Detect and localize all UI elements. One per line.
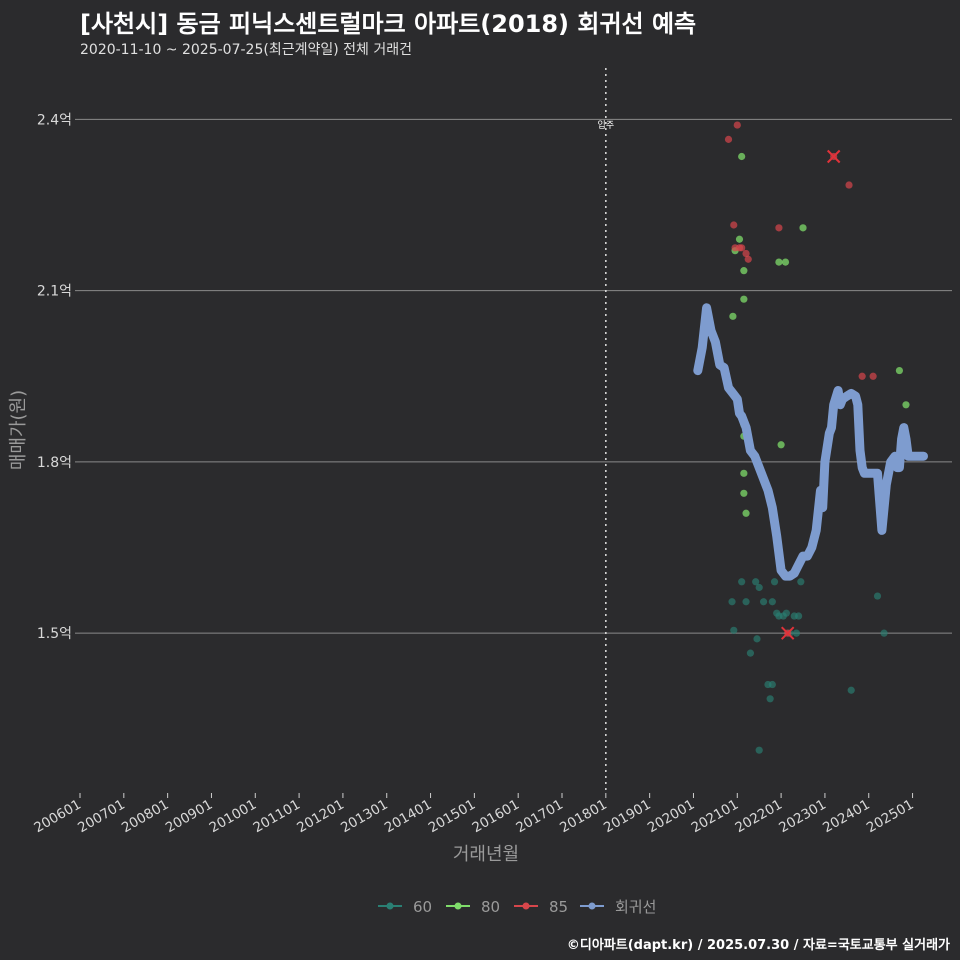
x-tick-label: 202201 [732, 797, 785, 837]
legend-label: 80 [481, 898, 500, 916]
point-80 [799, 224, 807, 232]
point-85 [733, 121, 741, 129]
point-80 [777, 441, 785, 449]
point-80 [902, 401, 910, 409]
point-80 [738, 152, 746, 161]
point-80 [729, 312, 737, 320]
point-60 [873, 592, 882, 600]
source-credit: ©디아파트(dapt.kr) / 2025.07.30 / 자료=국토교통부 실… [566, 938, 950, 953]
x-tick-label: 201401 [382, 797, 435, 837]
point-60 [728, 598, 736, 606]
x-tick-label: 202301 [776, 797, 829, 837]
point-85 [869, 372, 877, 380]
y-tick-label: 1.8억 [37, 455, 72, 471]
point-85 [845, 181, 853, 189]
x-tick-label: 202001 [645, 797, 698, 837]
point-60 [759, 598, 768, 606]
legend-item-60: 60 [378, 898, 432, 916]
x-tick-label: 202501 [864, 797, 917, 837]
point-80 [740, 489, 748, 497]
move-in-label: 입주 [598, 119, 615, 131]
x-tick-label: 201901 [601, 797, 654, 837]
x-tick-label: 201101 [250, 797, 303, 837]
legend-item-80: 80 [446, 898, 500, 916]
point-80 [742, 509, 750, 517]
y-axis-title: 매매가(원) [8, 390, 29, 470]
legend-dot [386, 902, 394, 910]
y-tick-label: 2.1억 [37, 284, 72, 300]
x-tick-label: 201201 [294, 797, 347, 837]
x-tick-label: 200901 [163, 797, 216, 837]
chart-title: [사천시] 동금 피닉스센트럴마크 아파트(2018) 회귀선 예측 [80, 10, 697, 38]
point-60 [792, 629, 801, 637]
point-80 [740, 267, 748, 275]
point-85 [775, 224, 783, 232]
x-tick-label: 200801 [119, 797, 172, 837]
x-tick-label: 201501 [426, 797, 479, 837]
point-60 [847, 686, 855, 694]
highlight-stroke [780, 626, 795, 640]
legend-label: 60 [413, 898, 432, 916]
point-80 [775, 258, 783, 266]
point-85 [744, 255, 752, 263]
point-85 [730, 221, 738, 229]
point-60 [746, 649, 755, 657]
chart-subtitle: 2020-11-10 ~ 2025-07-25(최근계약일) 전체 거래건 [80, 42, 412, 58]
x-tick-label: 201801 [557, 797, 610, 837]
y-tick-label: 1.5억 [37, 626, 72, 642]
point-60 [766, 695, 774, 703]
x-tick-label: 200701 [75, 797, 128, 837]
highlight-marker [780, 626, 795, 640]
series-60 [728, 578, 888, 754]
highlight-stroke [826, 149, 841, 164]
y-tick-label: 2.4억 [37, 112, 72, 128]
x-tick-label: 202401 [820, 797, 873, 837]
x-axis-title: 거래년월 [453, 844, 519, 865]
legend-item-회귀선: 회귀선 [580, 898, 656, 916]
point-60 [782, 609, 790, 617]
point-60 [755, 583, 763, 592]
x-tick-label: 201601 [470, 797, 523, 837]
point-85 [742, 249, 750, 258]
point-80 [895, 366, 904, 375]
point-60 [753, 635, 761, 643]
x-tick-label: 200601 [31, 797, 84, 837]
point-60 [880, 629, 888, 637]
point-60 [770, 578, 779, 586]
legend-dot [588, 902, 596, 910]
point-80 [740, 469, 748, 477]
legend-label: 85 [549, 898, 568, 916]
x-tick-label: 201301 [338, 797, 391, 837]
x-tick-label: 201701 [513, 797, 566, 837]
point-60 [755, 746, 763, 754]
point-80 [740, 295, 748, 303]
point-85 [738, 244, 746, 252]
highlight-marker [826, 149, 841, 164]
legend-dot [522, 902, 530, 910]
point-60 [768, 598, 776, 606]
point-80 [735, 235, 744, 243]
point-60 [752, 578, 760, 586]
x-tick-label: 202101 [689, 797, 742, 837]
legend-dot [454, 902, 462, 910]
point-60 [730, 626, 738, 634]
point-60 [742, 598, 750, 606]
point-60 [797, 578, 805, 586]
x-tick-label: 201001 [207, 797, 260, 837]
point-60 [768, 680, 776, 689]
regression-line [693, 303, 928, 581]
legend-item-85: 85 [514, 898, 568, 916]
point-80 [781, 258, 790, 266]
point-60 [738, 578, 746, 586]
point-60 [795, 612, 803, 620]
legend-label: 회귀선 [615, 898, 656, 916]
point-85 [858, 372, 866, 380]
point-85 [724, 135, 733, 143]
